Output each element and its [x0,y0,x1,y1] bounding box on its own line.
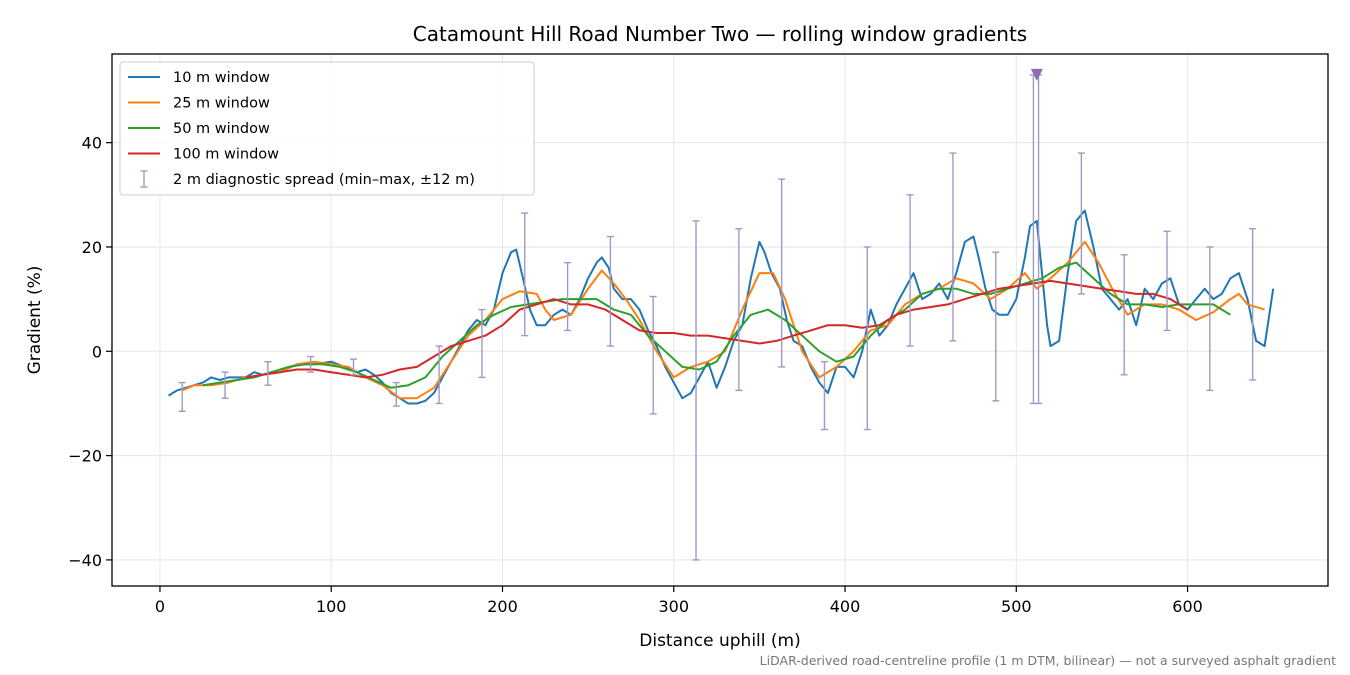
x-tick-label: 400 [830,597,861,616]
y-axis-label: Gradient (%) [25,266,45,375]
legend-entry: 100 m window [173,147,279,163]
plot-frame [111,53,1329,587]
chart-title: Catamount Hill Road Number Two — rolling… [413,22,1027,46]
axis-ticks: 0 100 200 300 400 500 600 −40 −20 0 20 40 [68,134,1203,616]
clipped-marker [1030,68,1043,81]
x-tick-label: 300 [658,597,689,616]
x-tick-label: 100 [316,597,347,616]
x-axis-label: Distance uphill (m) [639,631,800,651]
series-line [245,279,1189,379]
x-tick-label: 0 [155,597,165,616]
x-tick-label: 500 [1001,597,1032,616]
legend-entry: 2 m diagnostic spread (min–max, ±12 m) [173,172,475,188]
diagnostic-spread-errorbars [178,68,1257,561]
x-tick-label: 600 [1172,597,1203,616]
y-tick-label: −20 [68,447,102,466]
series-line [202,261,1231,389]
series-line [167,209,1275,405]
y-tick-label: 20 [82,238,102,257]
y-tick-label: −40 [68,551,102,570]
y-tick-label: 0 [92,342,102,361]
legend: 10 m window 25 m window 50 m window 100 m w… [119,61,535,196]
legend-entry: 50 m window [173,121,270,137]
legend-entry: 10 m window [173,70,270,86]
series-line [181,240,1265,400]
x-tick-label: 200 [487,597,518,616]
series-layer [167,68,1275,561]
legend-box [119,61,535,196]
y-tick-label: 40 [82,134,102,153]
legend-entry: 25 m window [173,96,270,112]
caption: LiDAR-derived road-centreline profile (1… [760,653,1336,668]
